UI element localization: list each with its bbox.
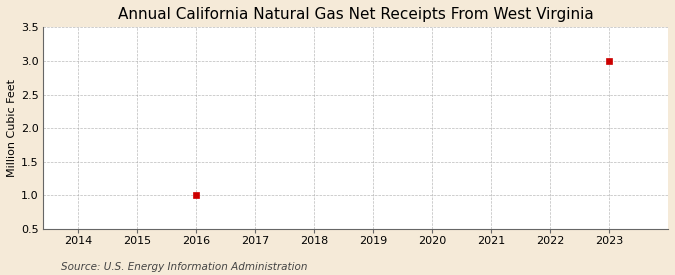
Text: Source: U.S. Energy Information Administration: Source: U.S. Energy Information Administ…	[61, 262, 307, 272]
Y-axis label: Million Cubic Feet: Million Cubic Feet	[7, 79, 17, 177]
Title: Annual California Natural Gas Net Receipts From West Virginia: Annual California Natural Gas Net Receip…	[117, 7, 593, 22]
